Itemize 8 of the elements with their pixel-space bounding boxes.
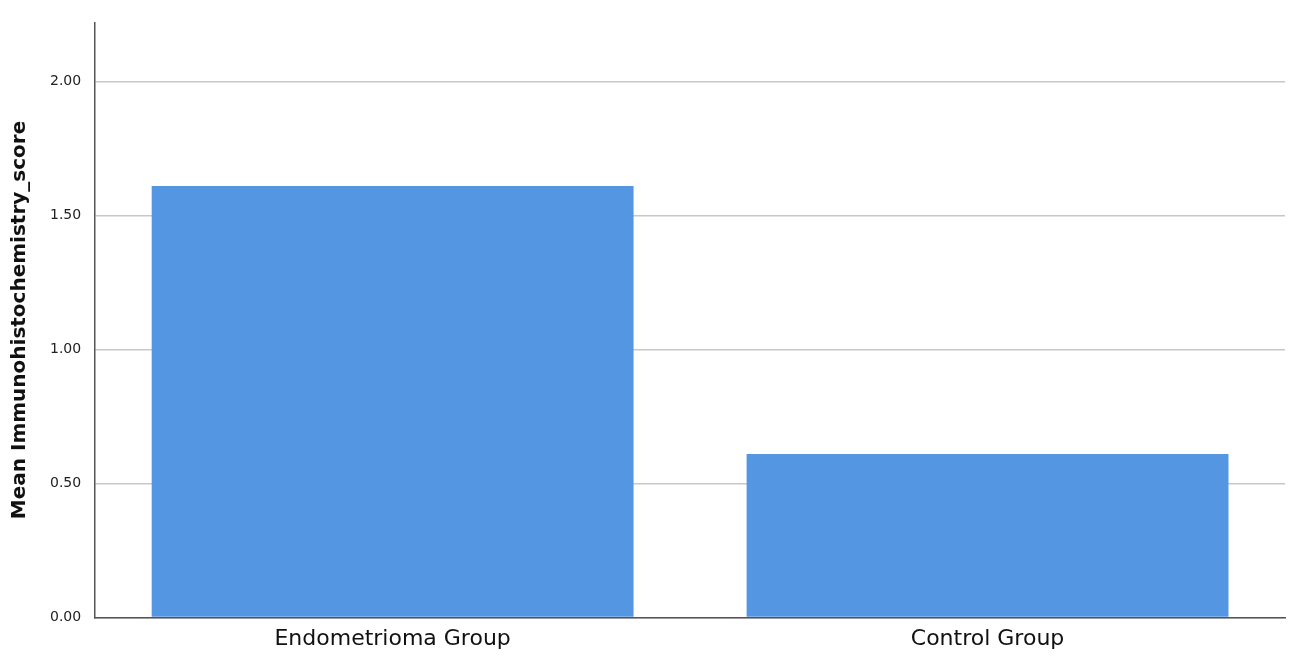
y-tick-label: 0.50 [50,474,82,491]
y-tick-label: 2.00 [50,72,82,89]
y-tick-label: 1.50 [50,206,82,223]
y-tick-label: 1.00 [50,340,82,357]
y-tick-label: 0.00 [50,608,82,625]
y-axis-title: Mean Immunohistochemistry_score [6,120,31,520]
x-tick-label: Control Group [910,624,1065,650]
x-tick-label: Endometrioma Group [274,624,511,650]
